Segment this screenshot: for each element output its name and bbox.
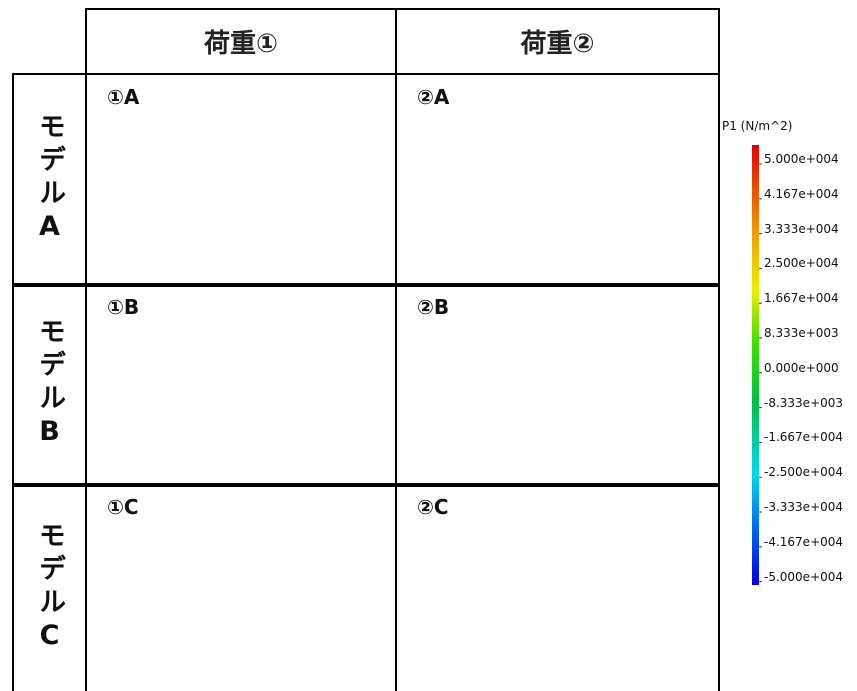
legend-label: 0.000e+000 [764,361,839,375]
row-label: モデルA [30,112,69,248]
legend-label: -5.000e+004 [764,570,843,584]
cell-label: ②B [417,295,449,319]
image-cell: ②A [395,73,720,287]
legend-title: P1 (N/m^2) [722,119,792,133]
header-cell: 荷重① [85,8,397,75]
legend-label: -1.667e+004 [764,430,843,444]
legend-label: -2.500e+004 [764,465,843,479]
legend-label: 2.500e+004 [764,256,839,270]
header-text: 荷重① [87,10,395,73]
row-label-cell: モデルC [12,483,87,691]
image-cell: ②C [395,483,720,691]
legend-label: -8.333e+003 [764,396,843,410]
legend-label: 3.333e+004 [764,222,839,236]
figure: 荷重① 荷重② P1 (N/m^2) モデルA ①A ②A モデルB ①B ②B モデルC ①… [0,0,857,691]
header-text: 荷重② [397,10,718,73]
cell-label: ①C [107,495,139,519]
row-label: モデルB [30,317,69,453]
cell-label: ①A [107,85,139,109]
legend-label: 4.167e+004 [764,187,839,201]
cell-label: ②C [417,495,449,519]
image-cell: ①C [85,483,397,691]
legend-label: -3.333e+004 [764,500,843,514]
row-label: モデルC [30,521,69,657]
row-label-cell: モデルA [12,73,87,287]
row-label-cell: モデルB [12,283,87,487]
image-cell: ①A [85,73,397,287]
cell-label: ①B [107,295,139,319]
legend-label: 1.667e+004 [764,291,839,305]
image-cell: ②B [395,283,720,487]
image-cell: ①B [85,283,397,487]
legend-label: -4.167e+004 [764,535,843,549]
header-cell: 荷重② [395,8,720,75]
legend-label: 5.000e+004 [764,152,839,166]
legend-label: 8.333e+003 [764,326,839,340]
cell-label: ②A [417,85,449,109]
